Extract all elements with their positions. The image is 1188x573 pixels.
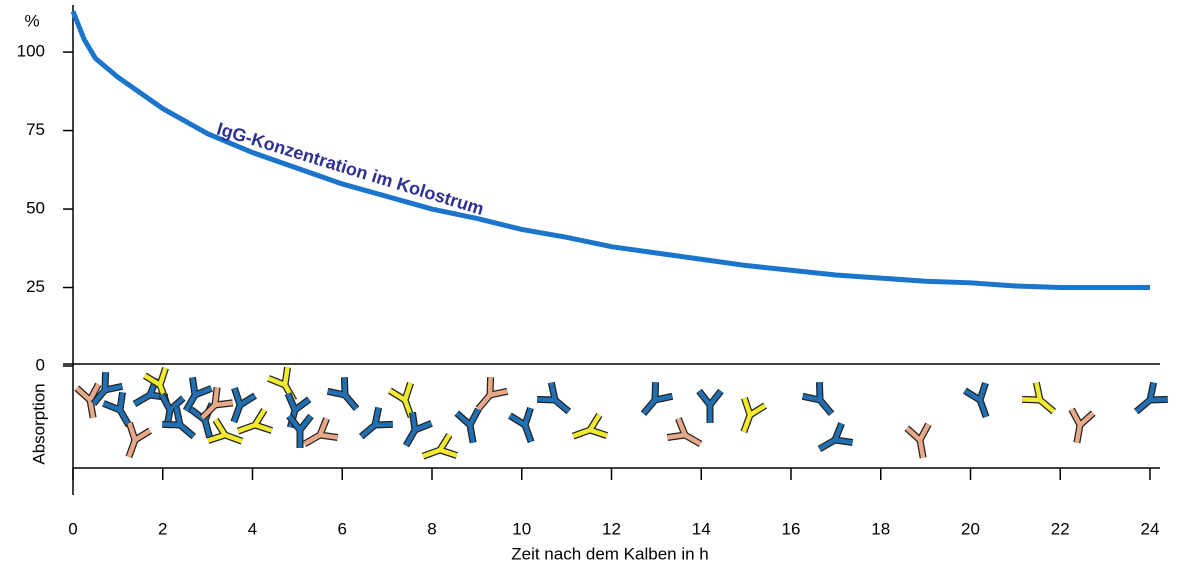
antibody-icon	[237, 408, 273, 434]
antibody-icon	[802, 382, 834, 416]
y-tick-label: 75	[26, 120, 45, 139]
antibody-icon	[231, 387, 257, 423]
curve-annotation: IgG-Konzentration im Kolostrum	[215, 119, 487, 219]
x-tick-label: 0	[68, 519, 77, 538]
antibody-icon	[476, 377, 508, 411]
antibody-icon	[641, 382, 673, 416]
antibody-icon	[818, 422, 853, 451]
x-tick-label: 4	[248, 519, 257, 538]
antibody-icon	[1069, 408, 1095, 444]
x-tick-label: 20	[961, 519, 980, 538]
x-tick-label: 18	[871, 519, 890, 538]
antibody-icon	[1134, 382, 1168, 414]
x-tick-label: 2	[158, 519, 167, 538]
y-tick-label: 25	[26, 277, 45, 296]
antibody-icon	[404, 412, 433, 447]
antibody-icon	[303, 417, 338, 446]
antibody-icon	[508, 407, 534, 443]
y-tick-label: 100	[17, 42, 45, 61]
antibody-icon	[741, 397, 767, 433]
antibody-icon	[91, 372, 123, 406]
antibody-icon	[963, 382, 989, 418]
antibody-icon	[572, 413, 608, 439]
x-tick-label: 14	[692, 519, 711, 538]
y-tick-label: 50	[26, 199, 45, 218]
antibody-icon	[184, 377, 213, 412]
y-unit-label: %	[24, 11, 39, 30]
antibody-icon	[126, 422, 152, 458]
antibody-icon	[667, 417, 702, 446]
y-tick-label: 0	[36, 355, 45, 374]
x-tick-label: 10	[512, 519, 531, 538]
antibody-icon	[537, 382, 571, 414]
x-axis-title: Zeit nach dem Kalben in h	[511, 544, 709, 563]
antibody-icon	[327, 377, 359, 411]
antibody-icon	[162, 407, 196, 439]
antibody-icon	[905, 423, 931, 459]
antibody-icon	[75, 383, 101, 419]
antibody-icon	[200, 387, 233, 420]
antibody-icons	[74, 366, 1168, 460]
antibody-icon	[422, 433, 458, 459]
antibody-icon	[697, 389, 723, 423]
x-tick-label: 24	[1141, 519, 1160, 538]
antibody-icon	[267, 367, 296, 402]
x-tick-label: 22	[1051, 519, 1070, 538]
x-tick-label: 16	[782, 519, 801, 538]
antibody-icon	[1022, 382, 1056, 414]
x-tick-label: 12	[602, 519, 621, 538]
igg-curve	[70, 10, 1150, 291]
antibody-icon	[102, 392, 131, 427]
x-tick-label: 8	[427, 519, 436, 538]
antibody-icon	[359, 407, 393, 439]
antibody-icon	[455, 408, 481, 444]
x-tick-label: 6	[338, 519, 347, 538]
band-label: Absorption	[29, 383, 48, 464]
antibody-icon	[207, 418, 243, 444]
antibody-icon	[287, 414, 313, 448]
